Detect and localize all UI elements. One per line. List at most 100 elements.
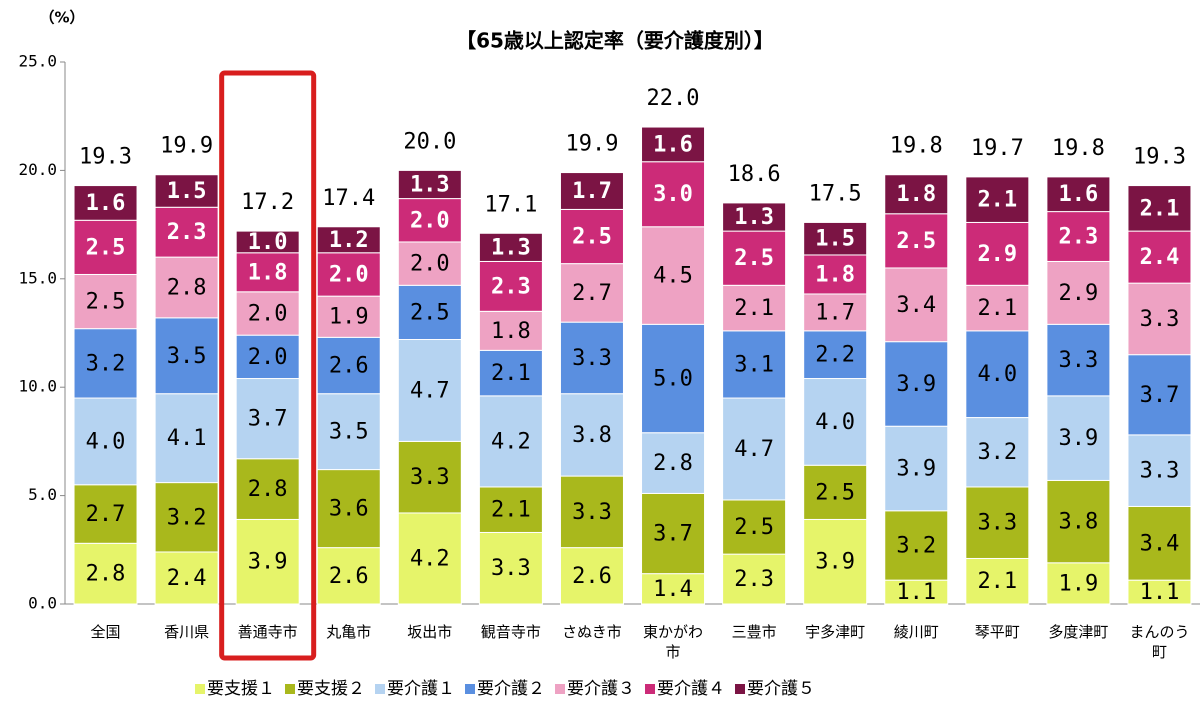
- bar-segment: [1046, 176, 1111, 213]
- value-label: 2.1: [491, 498, 531, 523]
- value-label: 3.8: [1059, 510, 1099, 535]
- value-label: 5.0: [653, 367, 693, 392]
- value-label: 3.2: [977, 440, 1017, 465]
- bar-segment: [316, 393, 381, 471]
- value-label: 3.3: [1140, 459, 1180, 484]
- bar-segment: [803, 221, 868, 256]
- bar-segment: [73, 397, 138, 486]
- value-label: 2.3: [1059, 225, 1099, 250]
- bar-segment: [316, 295, 381, 338]
- bar-segment: [1046, 260, 1111, 325]
- bar-segment: [559, 475, 624, 549]
- value-label: 3.7: [248, 407, 288, 432]
- value-label: 4.1: [167, 426, 207, 451]
- bar-segment: [884, 174, 949, 215]
- bar-segment: [154, 256, 219, 319]
- x-tick-label: 三豊市: [731, 623, 777, 641]
- bar-segment: [478, 486, 543, 533]
- value-label: 3.4: [896, 293, 936, 318]
- bar-segment: [641, 226, 706, 325]
- bar-segment: [397, 339, 462, 442]
- bar-segment: [559, 172, 624, 210]
- value-label: 3.3: [572, 500, 612, 525]
- value-label: 2.5: [734, 515, 774, 540]
- bar-segment: [559, 263, 624, 323]
- bar-segment: [1046, 211, 1111, 262]
- total-label: 20.0: [403, 129, 456, 154]
- value-label: 3.8: [572, 423, 612, 448]
- value-label: 2.5: [86, 290, 126, 315]
- bar-segment: [722, 397, 787, 501]
- value-label: 2.1: [1140, 196, 1180, 221]
- value-label: 2.7: [86, 502, 126, 527]
- value-label: 3.3: [1140, 307, 1180, 332]
- bar-segment: [559, 321, 624, 395]
- value-label: 2.1: [491, 361, 531, 386]
- value-label: 2.0: [329, 262, 369, 287]
- bar-segment: [154, 551, 219, 605]
- value-label: 2.0: [248, 301, 288, 326]
- value-label: 2.8: [167, 275, 207, 300]
- highlight-box: [219, 70, 317, 661]
- bar-segment: [235, 230, 300, 254]
- value-label: 2.6: [329, 354, 369, 379]
- legend-label: 要介護３: [567, 679, 635, 699]
- total-label: 19.8: [890, 134, 943, 159]
- y-tick-label: 10.0: [18, 377, 57, 396]
- value-label: 4.0: [977, 362, 1017, 387]
- value-label: 1.8: [815, 262, 855, 287]
- bar-segment: [397, 169, 462, 200]
- bar-segment: [803, 254, 868, 295]
- y-tick-label: 20.0: [18, 160, 57, 179]
- bar-segment: [1127, 434, 1192, 507]
- total-label: 17.2: [241, 190, 294, 215]
- bar-segment: [559, 547, 624, 605]
- legend-swatch: [375, 684, 385, 694]
- value-label: 1.9: [329, 305, 369, 330]
- y-tick-label: 15.0: [18, 268, 57, 287]
- value-label: 2.1: [977, 188, 1017, 213]
- value-label: 2.8: [653, 451, 693, 476]
- bar-segment: [397, 241, 462, 286]
- total-label: 17.5: [809, 181, 862, 206]
- bar-segment: [884, 267, 949, 343]
- value-label: 2.5: [734, 246, 774, 271]
- value-label: 2.1: [977, 569, 1017, 594]
- total-label: 17.4: [322, 186, 375, 211]
- bar-segment: [641, 161, 706, 228]
- bar-segment: [803, 378, 868, 466]
- bar-segment: [803, 464, 868, 520]
- bar-segment: [1127, 230, 1192, 284]
- value-label: 3.9: [896, 457, 936, 482]
- total-label: 19.9: [565, 132, 618, 157]
- legend-swatch: [735, 684, 745, 694]
- bar-segment: [1046, 562, 1111, 605]
- value-label: 1.0: [248, 230, 288, 255]
- value-label: 4.2: [410, 546, 450, 571]
- legend-swatch: [195, 684, 205, 694]
- bar-segment: [965, 417, 1030, 488]
- bar-segment: [1046, 479, 1111, 564]
- x-tick-label: 多度津町: [1048, 623, 1109, 641]
- bar-segment: [73, 328, 138, 399]
- value-label: 3.9: [1059, 426, 1099, 451]
- value-label: 2.5: [572, 225, 612, 250]
- bar-segment: [559, 393, 624, 477]
- bar-segment: [722, 202, 787, 232]
- x-tick-label: 全国: [90, 623, 121, 641]
- total-label: 22.0: [647, 86, 700, 111]
- value-label: 2.3: [491, 274, 531, 299]
- value-label: 1.3: [734, 205, 774, 230]
- total-label: 19.9: [160, 134, 213, 159]
- value-label: 2.8: [248, 477, 288, 502]
- value-label: 2.6: [329, 564, 369, 589]
- x-tick-label: 東かがわ市: [643, 623, 704, 661]
- bar-segment: [478, 310, 543, 351]
- bar-segment: [803, 293, 868, 332]
- value-label: 3.3: [1059, 348, 1099, 373]
- value-label: 2.3: [734, 567, 774, 592]
- bar-segment: [803, 330, 868, 380]
- x-tick-label: 香川県: [164, 623, 210, 641]
- value-label: 3.4: [1140, 531, 1180, 556]
